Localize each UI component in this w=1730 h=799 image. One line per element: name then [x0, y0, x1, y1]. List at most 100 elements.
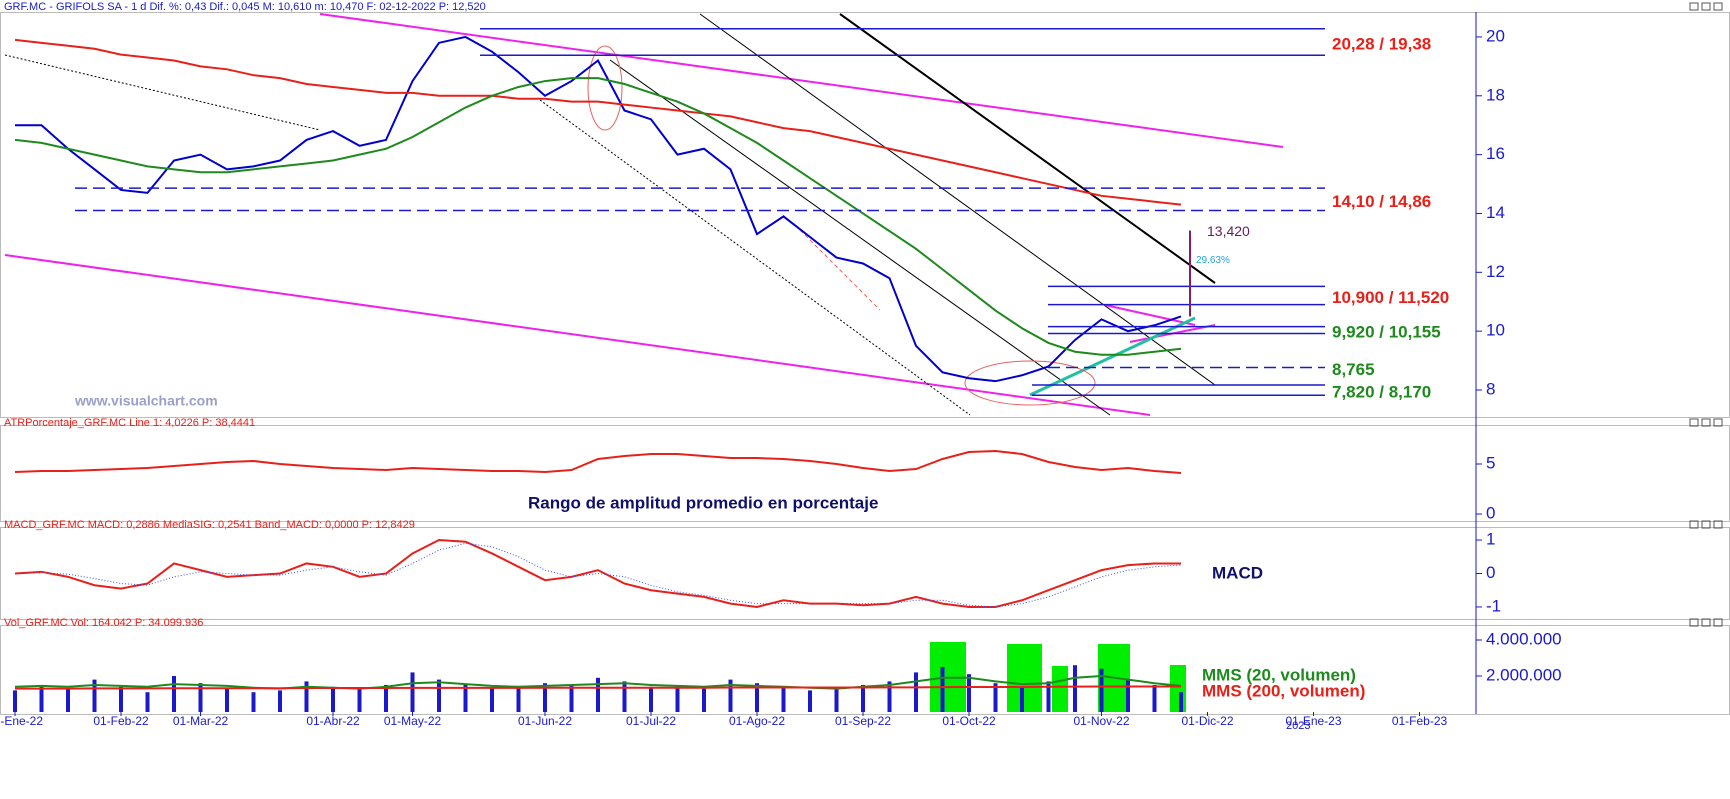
volume-bar — [13, 690, 17, 712]
level-label: 20,28 / 19,38 — [1332, 34, 1431, 53]
volume-bar — [92, 679, 97, 712]
volume-bar — [251, 692, 256, 712]
volume-bar — [834, 688, 839, 712]
volume-bar — [887, 681, 892, 712]
y-tick-label: 4.000.000 — [1486, 629, 1562, 648]
x-tick-label: 01-Dic-22 — [1181, 714, 1233, 728]
series-line — [14, 449, 1182, 474]
volume-bar — [781, 686, 786, 712]
y-tick-label: 10 — [1486, 321, 1505, 340]
y-tick-label: 18 — [1486, 85, 1505, 104]
y-tick-label: 16 — [1486, 144, 1505, 163]
volume-bar — [1073, 665, 1077, 712]
y-tick-label: 0 — [1486, 563, 1495, 582]
x-tick-label: 01-Sep-22 — [835, 714, 891, 728]
x-tick-label: 01-Jul-22 — [626, 714, 676, 728]
level-label: 9,920 / 10,155 — [1332, 323, 1441, 342]
window-buttons[interactable] — [1689, 2, 1723, 627]
macd-annotation: MACD — [1212, 563, 1263, 582]
x-tick-label: 01-Nov-22 — [1073, 714, 1129, 728]
y-tick-label: -1 — [1486, 596, 1501, 615]
macd-header: MACD_GRF.MC MACD: 0,2886 MediaSIG: 0,254… — [4, 519, 415, 531]
volume-bar — [437, 679, 441, 712]
volume-bar — [357, 688, 362, 712]
volume-bar — [702, 688, 706, 712]
volume-bar — [119, 686, 123, 712]
x-tick-label: 01-Feb-23 — [1392, 714, 1448, 728]
target-percent: 29.63% — [1196, 255, 1230, 266]
price-header: GRF.MC - GRIFOLS SA - 1 d Dif. %: 0,43 D… — [4, 1, 486, 13]
volume-bar — [410, 672, 415, 712]
y-tick-label: 0 — [1486, 503, 1495, 522]
x-tick-label: 01-Ene-23 — [1285, 714, 1341, 728]
volume-bar — [463, 685, 468, 712]
x-tick-label: 01-Ene-22 — [0, 714, 43, 728]
series-line — [14, 38, 1182, 206]
y-tick-label: 12 — [1486, 262, 1505, 281]
volume-bar — [198, 683, 203, 712]
volume-bar — [225, 688, 229, 712]
volume-bar — [728, 679, 733, 712]
series-line — [15, 685, 1181, 690]
volume-bar — [490, 688, 494, 712]
x-tick-label: 01-Abr-22 — [306, 714, 360, 728]
volume-header: Vol_GRF.MC Vol: 164.042 P: 34.099.936 — [4, 617, 203, 629]
y-tick-label: 1 — [1486, 530, 1495, 549]
volume-bar — [993, 683, 998, 712]
series-line — [14, 674, 1182, 690]
volume-bar — [145, 692, 150, 712]
y-tick-label: 5 — [1486, 453, 1495, 472]
volume-bar — [543, 683, 547, 712]
volume-bar — [172, 676, 176, 712]
series-line — [14, 77, 1182, 356]
volume-bar — [66, 688, 70, 712]
trend-lines — [4, 13, 1284, 416]
volume-bar — [1020, 686, 1024, 712]
y-tick-label: 20 — [1486, 26, 1505, 45]
atr-annotation: Rango de amplitud promedio en porcentaje — [528, 493, 878, 512]
volume-bar — [384, 685, 388, 712]
volume-bar — [940, 667, 945, 712]
y-tick-label: 14 — [1486, 203, 1505, 222]
volume-bar — [1046, 681, 1051, 712]
volume-bar — [808, 690, 812, 712]
x-tick-label: 01-Feb-22 — [93, 714, 149, 728]
volume-bar — [967, 674, 971, 712]
volume-bar — [1126, 679, 1130, 712]
volume-bar — [596, 677, 600, 712]
volume-bar — [1152, 685, 1157, 712]
year-label: 2023 — [1286, 720, 1310, 732]
volume-bar — [1179, 692, 1183, 712]
x-tick-label: 01-Oct-22 — [942, 714, 996, 728]
atr-header: ATRPorcentaje_GRF.MC Line 1: 4,0226 P: 3… — [4, 417, 255, 429]
volume-bar — [622, 681, 627, 712]
legend-entry: MMS (200, volumen) — [1202, 681, 1365, 700]
x-tick-label: 01-May-22 — [384, 714, 442, 728]
volume-bar — [1099, 668, 1104, 712]
level-label: 7,820 / 8,170 — [1332, 383, 1431, 402]
volume-bar — [861, 685, 865, 712]
volume-bar — [516, 686, 521, 712]
volume-bar — [755, 683, 759, 712]
volume-bar — [331, 686, 335, 712]
level-label: 14,10 / 14,86 — [1332, 192, 1431, 211]
volume-bar — [649, 686, 653, 712]
series-line — [14, 539, 1181, 608]
volume-bar — [278, 690, 282, 712]
level-label: 8,765 — [1332, 360, 1375, 379]
x-tick-label: 01-Jun-22 — [518, 714, 572, 728]
volume-bar — [569, 685, 574, 712]
volume-bar — [304, 681, 309, 712]
panel-frames — [0, 12, 1730, 715]
watermark: www.visualchart.com — [74, 393, 218, 409]
series-line — [14, 542, 1182, 608]
y-tick-label: 8 — [1486, 379, 1495, 398]
level-label: 10,900 / 11,520 — [1332, 288, 1449, 307]
target-label: 13,420 — [1207, 223, 1250, 239]
volume-bar — [675, 685, 680, 712]
volume-bar — [914, 672, 918, 712]
x-tick-label: 01-Mar-22 — [173, 714, 229, 728]
